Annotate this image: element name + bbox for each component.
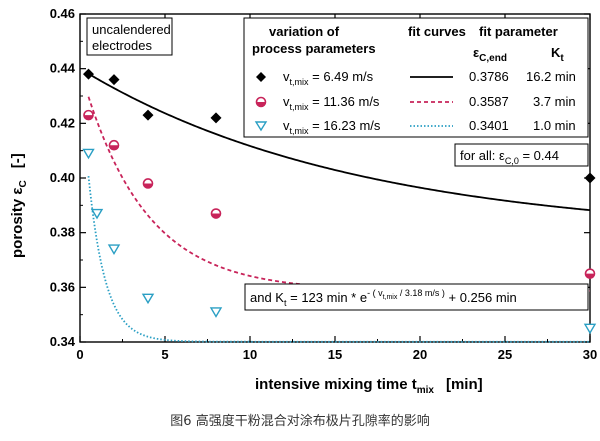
legend-header-epsilon: εC,end — [473, 45, 507, 64]
legend-row-2-kt: 3.7 min — [533, 94, 576, 109]
legend-header-k-sub: t — [560, 53, 564, 64]
legend-row-3: vt,mix = 16.23 m/s 0.3401 1.0 min — [254, 118, 576, 136]
data-point-triangle — [82, 148, 95, 160]
data-point-circle-fill — [211, 213, 221, 219]
x-tick-label: 20 — [413, 347, 427, 362]
axis-ticks: 0 5 10 15 20 25 30 0.34 0.36 0.38 0.40 0.42 0.44 0.46 — [50, 6, 598, 362]
y-axis-label: porosity εC[-] — [9, 153, 29, 258]
annotation-line-1: uncalendered — [92, 22, 171, 37]
legend-header-fit-parameter: fit parameter — [479, 24, 558, 39]
data-point-diamond — [83, 68, 94, 80]
data-point-diamond — [210, 112, 222, 124]
legend-row-2-label: vt,mix = 11.36 m/s — [283, 94, 380, 112]
data-point-triangle — [90, 208, 104, 220]
data-point-triangle — [107, 244, 121, 255]
data-point-diamond — [108, 74, 120, 86]
data-point-diamond — [142, 109, 154, 121]
data-point-circle-fill — [109, 145, 119, 150]
y-tick-label: 0.46 — [50, 6, 75, 21]
data-point-triangle — [141, 293, 155, 305]
x-tick-label: 5 — [161, 347, 168, 362]
legend-row-1-label: vt,mix = 6.49 m/s — [283, 69, 374, 87]
y-tick-label: 0.44 — [50, 61, 76, 76]
x-axis-label: intensive mixing time tmix [min] — [255, 376, 483, 396]
x-tick-label: 30 — [583, 347, 597, 362]
data-point-diamond — [584, 172, 596, 184]
legend-row-2-eps: 0.3587 — [469, 94, 509, 109]
legend-marker-diamond — [256, 72, 266, 82]
formula-text: and Kt = 123 min * e- ( vt,mix / 3.18 m/… — [250, 288, 517, 308]
legend-header-epsilon-sub: C,end — [479, 53, 507, 64]
y-tick-label: 0.40 — [50, 170, 75, 185]
legend-header-col1-line2: process parameters — [252, 41, 376, 56]
x-tick-label: 0 — [76, 347, 83, 362]
legend-header-col1-line1: variation of — [269, 24, 340, 39]
x-tick-label: 15 — [328, 347, 342, 362]
annotation-box — [86, 17, 173, 56]
legend-row-3-eps: 0.3401 — [469, 118, 509, 133]
annotation-line-2: electrodes — [92, 38, 152, 53]
formula-box — [244, 283, 589, 311]
data-point-circle-fill — [143, 183, 153, 188]
data-points — [82, 68, 597, 335]
legend-header-k: Kt — [551, 45, 564, 64]
x-tick-label: 10 — [243, 347, 257, 362]
data-point-circle-fill — [585, 273, 595, 279]
legend-marker-triangle — [254, 121, 268, 132]
y-tick-label: 0.34 — [50, 334, 76, 349]
legend-marker-circle-half — [256, 102, 266, 107]
legend-row-1: vt,mix = 6.49 m/s 0.3786 16.2 min — [256, 69, 576, 87]
legend-row-2: vt,mix = 11.36 m/s 0.3587 3.7 min — [255, 94, 576, 112]
legend-header-epsilon-symbol: ε — [473, 45, 479, 60]
legend-row-3-kt: 1.0 min — [533, 118, 576, 133]
y-tick-label: 0.36 — [50, 279, 75, 294]
legend-header-fit-curves: fit curves — [408, 24, 466, 39]
x-tick-label: 25 — [498, 347, 512, 362]
legend-row-1-kt: 16.2 min — [526, 69, 576, 84]
data-point-triangle — [209, 307, 223, 318]
legend-row-3-label: vt,mix = 16.23 m/s — [283, 118, 381, 136]
y-tick-label: 0.38 — [50, 225, 75, 240]
legend-row-1-eps: 0.3786 — [469, 69, 509, 84]
data-point-triangle — [583, 323, 597, 335]
forall-text: for all: εC,0 = 0.44 — [460, 148, 559, 166]
figure-caption: 图6 高强度干粉混合对涂布极片孔隙率的影响 — [170, 414, 430, 429]
data-point-circle-fill — [84, 115, 93, 120]
forall-box — [454, 143, 589, 167]
fit-curve — [88, 72, 591, 212]
fit-curve — [87, 176, 590, 343]
y-tick-label: 0.42 — [50, 115, 75, 130]
legend-header-k-symbol: K — [551, 45, 561, 60]
